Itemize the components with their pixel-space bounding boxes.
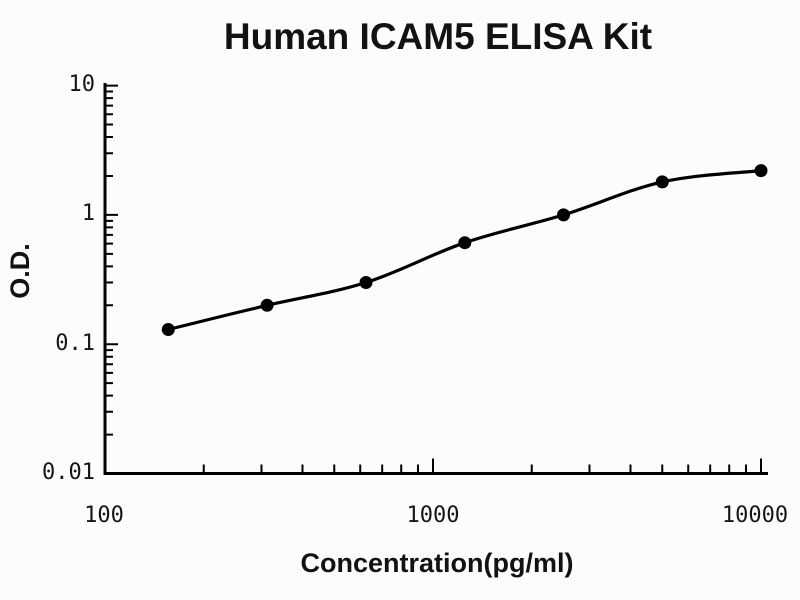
chart-title: Human ICAM5 ELISA Kit [223, 16, 653, 57]
x-axis-label: Concentration(pg/ml) [300, 548, 574, 578]
x-tick-label-100: 100 [84, 503, 124, 528]
axis-ticks [104, 84, 762, 475]
data-point-marker [161, 323, 175, 336]
y-tick-label-10: 10 [68, 72, 96, 97]
data-point-marker [458, 236, 472, 250]
standard-curve-line [166, 169, 763, 332]
data-point-marker [359, 276, 373, 289]
axis-spines [103, 83, 768, 475]
y-tick-label-0p01: 0.01 [42, 460, 95, 485]
y-tick-label-0p1: 0.1 [55, 331, 95, 356]
data-point-marker [557, 208, 570, 222]
data-point-marker [754, 164, 768, 178]
data-point-marker [260, 298, 274, 312]
data-point-marker [655, 175, 669, 189]
x-tick-label-10000: 10000 [721, 503, 789, 528]
y-tick-label-1: 1 [81, 201, 95, 226]
x-tick-label-1000: 1000 [406, 503, 460, 528]
